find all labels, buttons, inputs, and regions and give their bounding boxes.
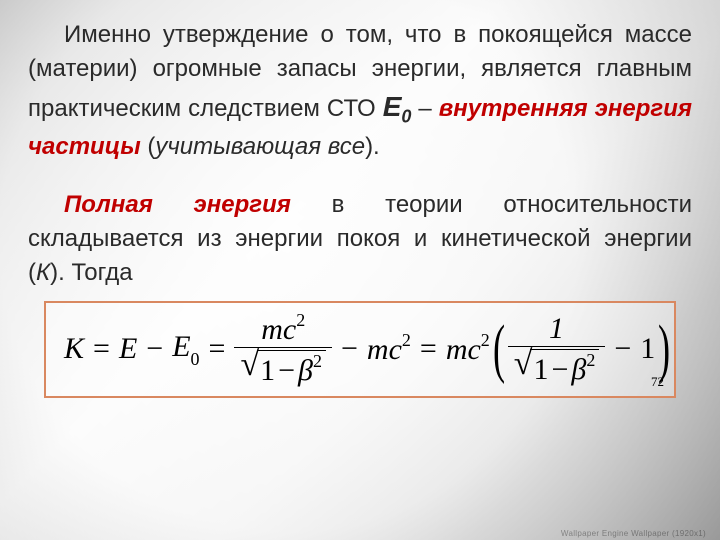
eq-K: K — [64, 332, 84, 366]
p1-tail-open: ( — [141, 133, 156, 160]
eq-E0-E: E — [172, 330, 190, 363]
p1-dash: – — [411, 95, 438, 122]
E0-symbol: E0 — [383, 91, 412, 122]
equation-box: K = E − E0 = mc2 √ 1−β2 − mc2 = mc2 ( — [44, 301, 676, 398]
eq-minus-r1: − — [275, 354, 298, 387]
eq-one-2: 1 — [533, 353, 548, 386]
eq-minus-1: − — [143, 332, 166, 366]
page-number: 72 — [651, 374, 664, 390]
eq-beta2-1: 2 — [313, 351, 322, 371]
eq-beta-2: β — [571, 353, 586, 386]
wallpaper-credit: Wallpaper Engine Wallpaper (1920x1) — [561, 529, 706, 538]
eq-radicand-1: 1−β2 — [257, 350, 326, 386]
eq-mc-b: mc — [367, 333, 402, 366]
eq-minus-2: − — [338, 332, 361, 366]
eq-c2: 2 — [296, 310, 305, 330]
eq-E: E — [119, 332, 137, 366]
eq-c2-c: 2 — [481, 330, 490, 350]
right-paren-icon: ) — [658, 319, 670, 379]
E0-E: E — [383, 91, 402, 122]
eq-sqrt-2: √ 1−β2 — [514, 349, 600, 385]
eq-sqrt-1: √ 1−β2 — [240, 350, 326, 386]
eq-frac2-den: √ 1−β2 — [508, 346, 606, 385]
eq-minus-3: − — [611, 332, 634, 366]
slide: Именно утверждение о том, что в покоящей… — [0, 0, 720, 540]
p1-tail-close: ). — [365, 133, 380, 160]
eq-frac1-den: √ 1−β2 — [234, 347, 332, 386]
eq-radicand-2: 1−β2 — [530, 349, 599, 385]
eq-mc2-2: mc2 — [367, 332, 411, 367]
eq-frac1-num: mc2 — [255, 313, 311, 347]
eq-equals-1: = — [90, 332, 113, 366]
left-paren-icon: ( — [493, 319, 505, 379]
eq-equals-3: = — [417, 332, 440, 366]
eq-equals-2: = — [206, 332, 229, 366]
eq-E0: E0 — [172, 330, 199, 368]
eq-frac-1: mc2 √ 1−β2 — [234, 313, 332, 386]
kinetic-energy-equation: K = E − E0 = mc2 √ 1−β2 − mc2 = mc2 ( — [64, 313, 656, 386]
p2-red: Полная энергия — [64, 191, 291, 218]
eq-frac-2: 1 √ 1−β2 — [508, 314, 606, 385]
eq-mc-c: mc — [446, 333, 481, 366]
eq-mc: mc — [261, 313, 296, 346]
eq-one-1: 1 — [260, 354, 275, 387]
eq-minus-r2: − — [548, 353, 571, 386]
eq-c2-b: 2 — [402, 330, 411, 350]
eq-mc2-3: mc2 — [446, 332, 490, 367]
eq-frac2-num: 1 — [543, 314, 570, 346]
paragraph-2: Полная энергия в теории относительности … — [28, 188, 692, 290]
eq-beta-1: β — [298, 354, 313, 387]
p1-tail-em: учитывающая все — [155, 133, 365, 160]
eq-one-3: 1 — [640, 332, 655, 366]
p2-tail: ). Тогда — [50, 259, 133, 286]
eq-E0-0: 0 — [191, 349, 200, 369]
p2-K: К — [36, 259, 50, 286]
eq-beta2-2: 2 — [586, 350, 595, 370]
paragraph-1: Именно утверждение о том, что в покоящей… — [28, 18, 692, 164]
E0-sub: 0 — [401, 106, 411, 126]
